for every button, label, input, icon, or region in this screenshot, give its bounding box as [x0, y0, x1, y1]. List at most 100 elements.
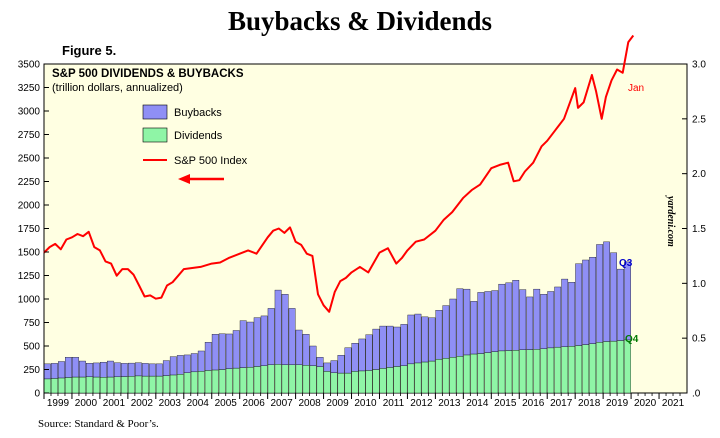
- bar-buybacks: [169, 356, 177, 376]
- bar-buybacks: [421, 316, 429, 363]
- bar-buybacks: [190, 353, 198, 373]
- y-right-tick-label: 3.0: [692, 60, 706, 71]
- bar-buybacks: [253, 317, 261, 367]
- x-tick-label: 2018: [578, 398, 601, 409]
- bar-buybacks: [603, 241, 610, 342]
- bar-dividends: [554, 346, 562, 394]
- bar-buybacks: [232, 330, 240, 369]
- bar-dividends: [79, 376, 86, 394]
- bar-dividends: [603, 341, 610, 394]
- y-left-tick-label: 1250: [18, 271, 41, 282]
- bar-buybacks: [498, 283, 506, 352]
- bar-dividends: [51, 378, 58, 394]
- x-tick-label: 2011: [383, 398, 405, 409]
- legend-swatch-dividends: [142, 127, 168, 143]
- x-tick-label: 2009: [326, 398, 349, 409]
- x-tick-label: 2017: [550, 398, 573, 409]
- bar-buybacks: [386, 325, 394, 368]
- bar-dividends: [190, 371, 198, 394]
- bar-buybacks: [79, 360, 86, 378]
- x-tick-label: 2012: [410, 398, 433, 409]
- y-right-tick-label: 1.0: [692, 279, 706, 290]
- y-left-tick-label: 250: [23, 365, 40, 376]
- bar-dividends: [617, 340, 624, 394]
- bar-buybacks: [183, 354, 191, 373]
- bar-dividends: [421, 361, 429, 394]
- bar-dividends: [337, 372, 345, 394]
- buybacks-end-label: Q3: [619, 258, 633, 269]
- bar-dividends: [288, 364, 296, 394]
- bar-buybacks: [449, 298, 457, 358]
- bar-buybacks: [428, 317, 436, 362]
- y-left-tick-label: 1750: [18, 224, 41, 235]
- y-left-tick-label: 3250: [18, 83, 41, 94]
- bar-buybacks: [211, 334, 219, 371]
- bar-dividends: [218, 369, 226, 394]
- bar-buybacks: [72, 357, 79, 378]
- bar-dividends: [428, 360, 436, 394]
- bar-buybacks: [239, 320, 247, 368]
- bar-dividends: [86, 376, 93, 394]
- bar-dividends: [183, 372, 191, 394]
- bar-dividends: [498, 350, 506, 394]
- bar-dividends: [484, 352, 492, 394]
- bar-dividends: [414, 362, 422, 394]
- bar-dividends: [568, 346, 576, 394]
- bar-dividends: [491, 351, 499, 394]
- chart-subtitle: (trillion dollars, annualized): [52, 82, 183, 94]
- bar-dividends: [561, 346, 569, 394]
- bar-buybacks: [491, 290, 499, 352]
- bar-dividends: [540, 348, 548, 394]
- bar-buybacks: [176, 355, 184, 375]
- bar-buybacks: [589, 256, 597, 344]
- y-left-tick-label: 3500: [18, 60, 41, 71]
- bar-dividends: [225, 368, 233, 394]
- bar-buybacks: [365, 334, 373, 371]
- bar-dividends: [58, 377, 65, 394]
- bar-dividends: [267, 364, 275, 394]
- bar-dividends: [107, 376, 114, 394]
- bar-buybacks: [141, 363, 149, 377]
- bar-buybacks: [323, 362, 331, 372]
- bar-buybacks: [65, 357, 72, 378]
- bar-dividends: [176, 374, 184, 394]
- bar-dividends: [316, 366, 324, 394]
- x-tick-label: 2000: [75, 398, 98, 409]
- bar-buybacks: [295, 329, 303, 365]
- bar-buybacks: [456, 288, 464, 357]
- y-right-tick-label: 1.5: [692, 224, 706, 235]
- bar-buybacks: [44, 363, 51, 380]
- y-left-tick-label: 3000: [18, 107, 41, 118]
- bar-buybacks: [127, 362, 135, 377]
- y-left-tick-label: 2500: [18, 154, 41, 165]
- bar-dividends: [260, 365, 268, 394]
- x-tick-label: 2013: [438, 398, 461, 409]
- bar-buybacks: [344, 347, 352, 374]
- y-left-tick-label: 2000: [18, 201, 41, 212]
- bar-buybacks: [58, 361, 65, 379]
- bar-buybacks: [267, 308, 275, 365]
- bar-dividends: [127, 376, 135, 394]
- bar-dividends: [505, 350, 513, 394]
- x-tick-label: 2005: [215, 398, 238, 409]
- bar-dividends: [204, 370, 212, 394]
- bar-buybacks: [121, 363, 128, 377]
- bar-dividends: [246, 366, 254, 394]
- bar-dividends: [211, 369, 219, 394]
- bar-buybacks: [309, 345, 317, 366]
- x-tick-label: 2008: [298, 398, 321, 409]
- bar-dividends: [589, 343, 597, 394]
- legend-label-index: S&P 500 Index: [174, 155, 248, 167]
- legend-arrow-head: [178, 174, 190, 184]
- bar-buybacks: [470, 301, 478, 355]
- bar-buybacks: [596, 244, 604, 343]
- bar-dividends: [100, 377, 107, 394]
- bar-buybacks: [86, 363, 93, 378]
- bar-dividends: [344, 372, 352, 394]
- bar-buybacks: [204, 342, 212, 371]
- bar-buybacks: [400, 324, 408, 366]
- x-tick-label: 2021: [662, 398, 685, 409]
- bar-buybacks: [100, 361, 107, 378]
- bar-buybacks: [155, 363, 163, 377]
